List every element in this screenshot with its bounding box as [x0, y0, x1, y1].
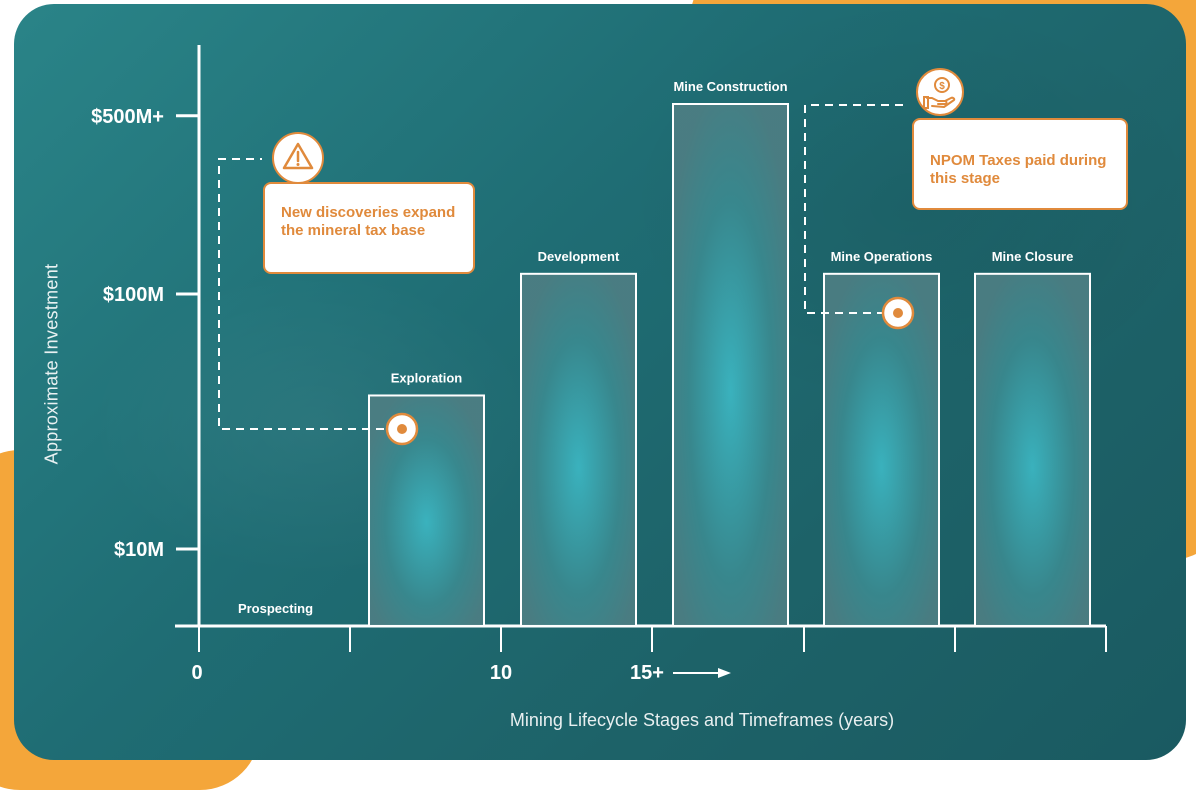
y-tick-label: $100M: [103, 284, 164, 306]
bar-development: [521, 274, 636, 626]
bar-label: Mine Operations: [831, 249, 933, 264]
svg-text:$: $: [939, 81, 945, 92]
x-tick-label: 10: [490, 662, 512, 684]
bar-mine-operations: [824, 274, 939, 626]
exploration-marker-dot: [397, 424, 407, 434]
bar-mine-construction: [673, 104, 788, 626]
bar-label: Mine Closure: [992, 249, 1074, 264]
bar-label: Prospecting: [238, 601, 313, 616]
x-tick-label: 0: [191, 662, 202, 684]
x-axis-arrow-head: [718, 668, 731, 678]
warning-icon: [272, 132, 324, 184]
bar-label: Mine Construction: [673, 79, 787, 94]
x-axis-label: Mining Lifecycle Stages and Timeframes (…: [402, 710, 1002, 731]
discoveries-callout-text: New discoveries expand the mineral tax b…: [281, 204, 459, 240]
y-axis-label: Approximate Investment: [42, 264, 63, 465]
npom-callout-text: NPOM Taxes paid during this stage: [930, 152, 1112, 188]
operations-marker-dot: [893, 308, 903, 318]
chart-panel: $10M $100M $500M+ 0 10 15+ Prospecting Explora…: [14, 4, 1186, 760]
bar-label: Exploration: [391, 370, 463, 385]
npom-callout: NPOM Taxes paid during this stage: [912, 118, 1128, 210]
x-tick-label: 15+: [630, 662, 664, 684]
bar-label: Development: [538, 249, 620, 264]
y-tick-label: $10M: [114, 539, 164, 561]
discoveries-callout: New discoveries expand the mineral tax b…: [263, 182, 475, 274]
bar-mine-closure: [975, 274, 1090, 626]
y-tick-label: $500M+: [91, 106, 164, 128]
money-hand-icon: $: [916, 68, 964, 116]
